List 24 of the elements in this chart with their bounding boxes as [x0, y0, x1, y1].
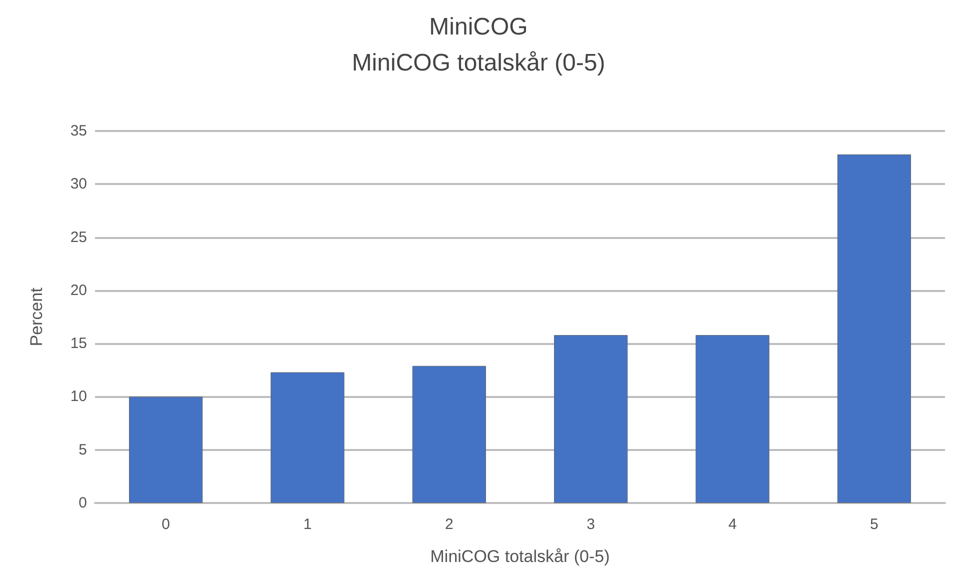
y-tick-label: 0 — [78, 494, 87, 512]
y-tick-label: 30 — [70, 176, 87, 193]
x-tick-label: 5 — [870, 516, 878, 533]
x-axis-title: MiniCOG totalskår (0-5) — [430, 547, 610, 566]
bar — [412, 366, 486, 503]
y-tick-label: 25 — [70, 228, 87, 246]
x-tick-label: 1 — [303, 516, 312, 533]
bar — [554, 335, 628, 503]
chart-title: MiniCOG — [429, 14, 528, 40]
bar — [837, 154, 911, 503]
x-tick-label: 0 — [162, 516, 170, 533]
y-tick-label: 10 — [70, 388, 87, 406]
y-tick-label: 35 — [70, 122, 87, 140]
bar — [270, 372, 344, 503]
y-tick-label: 15 — [70, 335, 87, 352]
x-tick-label: 2 — [444, 516, 454, 533]
y-axis-title: Percent — [27, 287, 46, 346]
y-tick-label: 5 — [78, 441, 87, 458]
bar — [129, 396, 203, 503]
y-tick-label: 20 — [70, 282, 87, 299]
bar — [696, 335, 770, 503]
x-tick-label: 4 — [728, 516, 737, 533]
chart-subtitle: MiniCOG totalskår (0-5) — [352, 50, 606, 76]
x-tick-label: 3 — [586, 516, 596, 533]
